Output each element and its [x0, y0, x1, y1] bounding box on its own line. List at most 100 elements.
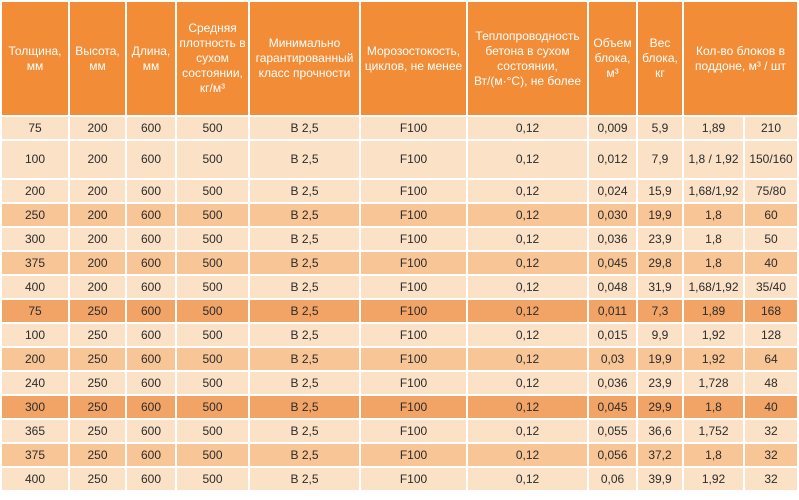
cell-block-volume: 0,036	[589, 228, 636, 250]
cell-frost-resistance: F100	[361, 348, 466, 370]
cell-block-volume: 0,045	[589, 252, 636, 274]
cell-thermal-conductivity: 0,12	[468, 396, 587, 418]
cell-block-volume: 0,030	[589, 204, 636, 226]
cell-pallet-count: 168	[745, 300, 798, 322]
cell-frost-resistance: F100	[361, 468, 466, 490]
header-blocks-per-pallet: Кол-во блоков в поддоне, м³ / шт	[684, 2, 798, 115]
cell-block-volume: 0,011	[589, 300, 636, 322]
cell-strength-class: B 2,5	[250, 180, 359, 202]
cell-strength-class: B 2,5	[250, 348, 359, 370]
cell-pallet-count: 40	[745, 252, 798, 274]
table-row: 300 200 600 500 B 2,5 F100 0,12 0,036 23,9 1,8 50	[2, 228, 798, 250]
cell-pallet-volume: 1,8 / 1,92	[684, 141, 743, 178]
cell-strength-class: B 2,5	[250, 252, 359, 274]
cell-strength-class: B 2,5	[250, 468, 359, 490]
cell-thickness: 400	[2, 276, 68, 298]
cell-length: 600	[127, 117, 175, 139]
table-row: 75 200 600 500 B 2,5 F100 0,12 0,009 5,9 1,89 210	[2, 117, 798, 139]
cell-length: 600	[127, 324, 175, 346]
cell-density: 500	[177, 324, 248, 346]
cell-thermal-conductivity: 0,12	[468, 252, 587, 274]
cell-strength-class: B 2,5	[250, 228, 359, 250]
cell-height: 200	[70, 276, 125, 298]
cell-density: 500	[177, 468, 248, 490]
cell-frost-resistance: F100	[361, 141, 466, 178]
cell-pallet-volume: 1,92	[684, 324, 743, 346]
cell-length: 600	[127, 396, 175, 418]
cell-strength-class: B 2,5	[250, 300, 359, 322]
cell-block-weight: 23,9	[638, 228, 682, 250]
cell-thickness: 200	[2, 348, 68, 370]
cell-block-weight: 39,9	[638, 468, 682, 490]
table-row: 100 250 600 500 B 2,5 F100 0,12 0,015 9,9 1,92 128	[2, 324, 798, 346]
cell-block-volume: 0,03	[589, 348, 636, 370]
cell-thickness: 200	[2, 180, 68, 202]
cell-block-weight: 5,9	[638, 117, 682, 139]
cell-pallet-count: 75/80	[745, 180, 798, 202]
cell-pallet-volume: 1,8	[684, 204, 743, 226]
cell-pallet-volume: 1,68/1,92	[684, 180, 743, 202]
cell-block-volume: 0,024	[589, 180, 636, 202]
cell-length: 600	[127, 348, 175, 370]
cell-block-weight: 7,9	[638, 141, 682, 178]
cell-thickness: 375	[2, 444, 68, 466]
header-thermal-conductivity: Теплопроводность бетона в сухом состояни…	[468, 2, 587, 115]
cell-block-volume: 0,056	[589, 444, 636, 466]
cell-density: 500	[177, 348, 248, 370]
cell-strength-class: B 2,5	[250, 396, 359, 418]
header-strength-class: Минимально гарантированный класс прочнос…	[250, 2, 359, 115]
cell-frost-resistance: F100	[361, 420, 466, 442]
cell-height: 200	[70, 204, 125, 226]
table-row: 200 200 600 500 B 2,5 F100 0,12 0,024 15,9 1,68/1…	[2, 180, 798, 202]
cell-density: 500	[177, 420, 248, 442]
table-row: 250 200 600 500 B 2,5 F100 0,12 0,030 19,9 1,8 60	[2, 204, 798, 226]
table-body: 75 200 600 500 B 2,5 F100 0,12 0,009 5,9 1,89 210 1…	[2, 117, 798, 490]
cell-thickness: 400	[2, 468, 68, 490]
cell-pallet-count: 32	[745, 420, 798, 442]
cell-strength-class: B 2,5	[250, 117, 359, 139]
cell-thermal-conductivity: 0,12	[468, 444, 587, 466]
cell-pallet-count: 40	[745, 396, 798, 418]
cell-block-weight: 7,3	[638, 300, 682, 322]
cell-height: 250	[70, 420, 125, 442]
cell-height: 250	[70, 300, 125, 322]
cell-density: 500	[177, 180, 248, 202]
cell-density: 500	[177, 141, 248, 178]
cell-block-weight: 31,9	[638, 276, 682, 298]
header-thickness: Толщина, мм	[2, 2, 68, 115]
cell-density: 500	[177, 117, 248, 139]
cell-thermal-conductivity: 0,12	[468, 324, 587, 346]
cell-density: 500	[177, 252, 248, 274]
cell-pallet-count: 128	[745, 324, 798, 346]
cell-density: 500	[177, 444, 248, 466]
cell-pallet-count: 210	[745, 117, 798, 139]
cell-thickness: 375	[2, 252, 68, 274]
table-row: 240 250 600 500 B 2,5 F100 0,12 0,036 23,9 1,728 4…	[2, 372, 798, 394]
cell-thickness: 365	[2, 420, 68, 442]
cell-frost-resistance: F100	[361, 204, 466, 226]
cell-pallet-volume: 1,92	[684, 348, 743, 370]
cell-thickness: 100	[2, 324, 68, 346]
cell-length: 600	[127, 444, 175, 466]
header-height: Высота, мм	[70, 2, 125, 115]
cell-strength-class: B 2,5	[250, 276, 359, 298]
table-row: 300 250 600 500 B 2,5 F100 0,12 0,045 29,9 1,8 40	[2, 396, 798, 418]
cell-block-weight: 19,9	[638, 204, 682, 226]
cell-frost-resistance: F100	[361, 444, 466, 466]
cell-strength-class: B 2,5	[250, 420, 359, 442]
cell-length: 600	[127, 300, 175, 322]
table-row: 200 250 600 500 B 2,5 F100 0,12 0,03 19,9 1,92 64	[2, 348, 798, 370]
cell-block-weight: 15,9	[638, 180, 682, 202]
cell-thermal-conductivity: 0,12	[468, 117, 587, 139]
cell-frost-resistance: F100	[361, 252, 466, 274]
cell-height: 200	[70, 180, 125, 202]
cell-thermal-conductivity: 0,12	[468, 372, 587, 394]
cell-height: 200	[70, 252, 125, 274]
cell-pallet-volume: 1,8	[684, 444, 743, 466]
cell-length: 600	[127, 372, 175, 394]
cell-thermal-conductivity: 0,12	[468, 468, 587, 490]
cell-frost-resistance: F100	[361, 228, 466, 250]
cell-frost-resistance: F100	[361, 396, 466, 418]
table-row: 75 250 600 500 B 2,5 F100 0,12 0,011 7,3 1,89 168	[2, 300, 798, 322]
